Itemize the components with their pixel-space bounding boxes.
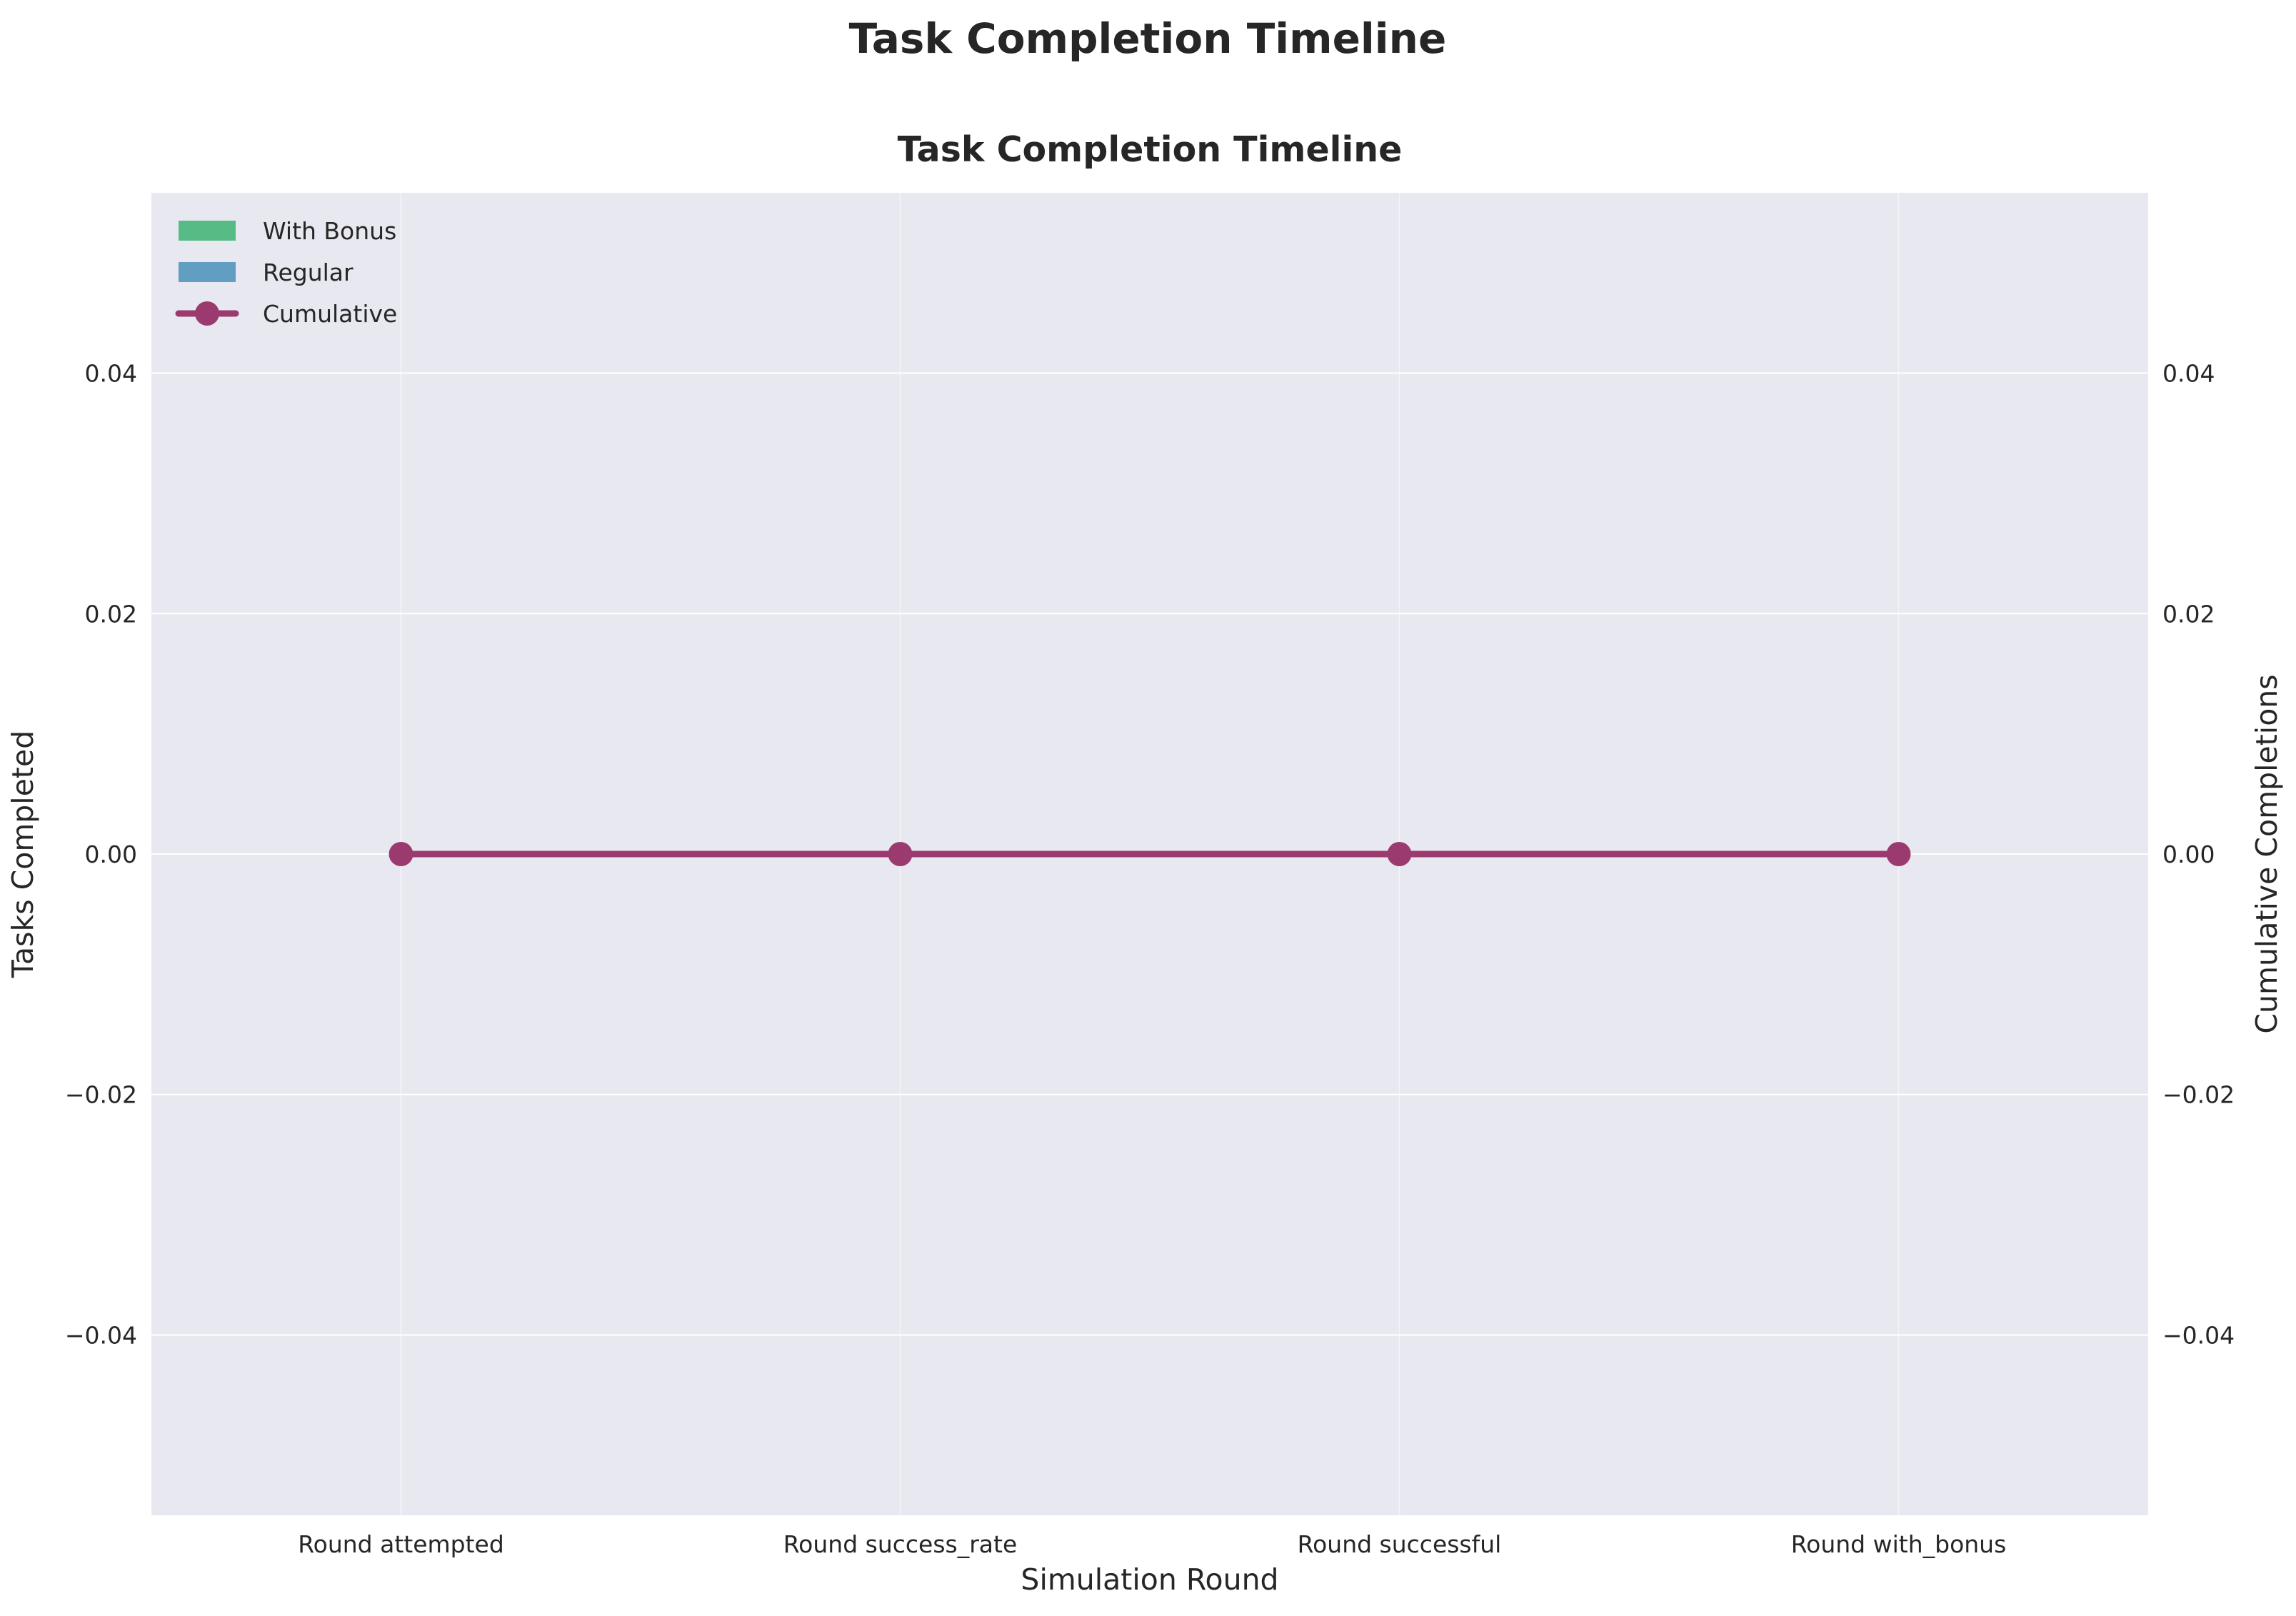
y-tick-label: −0.02 — [65, 1081, 137, 1109]
legend: With Bonus Regular Cumulative — [175, 217, 397, 328]
left-y-tick-labels: −0.04 −0.02 0.00 0.02 0.04 — [65, 360, 137, 1350]
x-tick-label: Round with_bonus — [1791, 1530, 2007, 1558]
legend-item-regular: Regular — [179, 259, 354, 286]
legend-swatch-cumulative-marker — [195, 301, 219, 326]
point-cumulative-round-with-bonus — [1886, 842, 1911, 866]
figure-suptitle: Task Completion Timeline — [849, 14, 1447, 63]
y2-tick-label: 0.00 — [2162, 840, 2215, 868]
y-tick-label: 0.02 — [85, 600, 137, 628]
x-tick-label: Round attempted — [298, 1530, 504, 1558]
cumulative-line-layer — [388, 842, 1911, 866]
point-cumulative-round-successful — [1387, 842, 1412, 866]
legend-label-cumulative: Cumulative — [263, 300, 397, 328]
right-y-tick-labels: −0.04 −0.02 0.00 0.02 0.04 — [2162, 360, 2235, 1350]
y-axis-label: Tasks Completed — [6, 731, 40, 979]
point-cumulative-round-attempted — [388, 842, 413, 866]
legend-item-cumulative: Cumulative — [175, 300, 397, 328]
y2-tick-label: −0.02 — [2162, 1081, 2235, 1109]
y-tick-label: 0.04 — [85, 360, 137, 388]
y2-tick-label: −0.04 — [2162, 1321, 2235, 1349]
legend-swatch-regular — [179, 262, 236, 282]
legend-item-with-bonus: With Bonus — [179, 217, 396, 245]
point-cumulative-round-success-rate — [888, 842, 913, 866]
y-tick-label: 0.00 — [85, 840, 137, 868]
chart-title: Task Completion Timeline — [898, 129, 1403, 170]
x-tick-label: Round successful — [1298, 1530, 1502, 1558]
legend-label-regular: Regular — [263, 259, 354, 286]
legend-label-with-bonus: With Bonus — [263, 217, 396, 245]
y2-tick-label: 0.04 — [2162, 360, 2215, 388]
x-axis-label: Simulation Round — [1021, 1562, 1278, 1597]
y2-axis-label: Cumulative Completions — [2250, 674, 2284, 1033]
legend-swatch-with-bonus — [179, 221, 236, 241]
y2-tick-label: 0.02 — [2162, 600, 2215, 628]
y-tick-label: −0.04 — [65, 1321, 137, 1349]
plot-area — [151, 193, 2148, 1515]
x-tick-label: Round success_rate — [783, 1530, 1018, 1558]
x-tick-labels: Round attempted Round success_rate Round s… — [298, 1530, 2006, 1558]
